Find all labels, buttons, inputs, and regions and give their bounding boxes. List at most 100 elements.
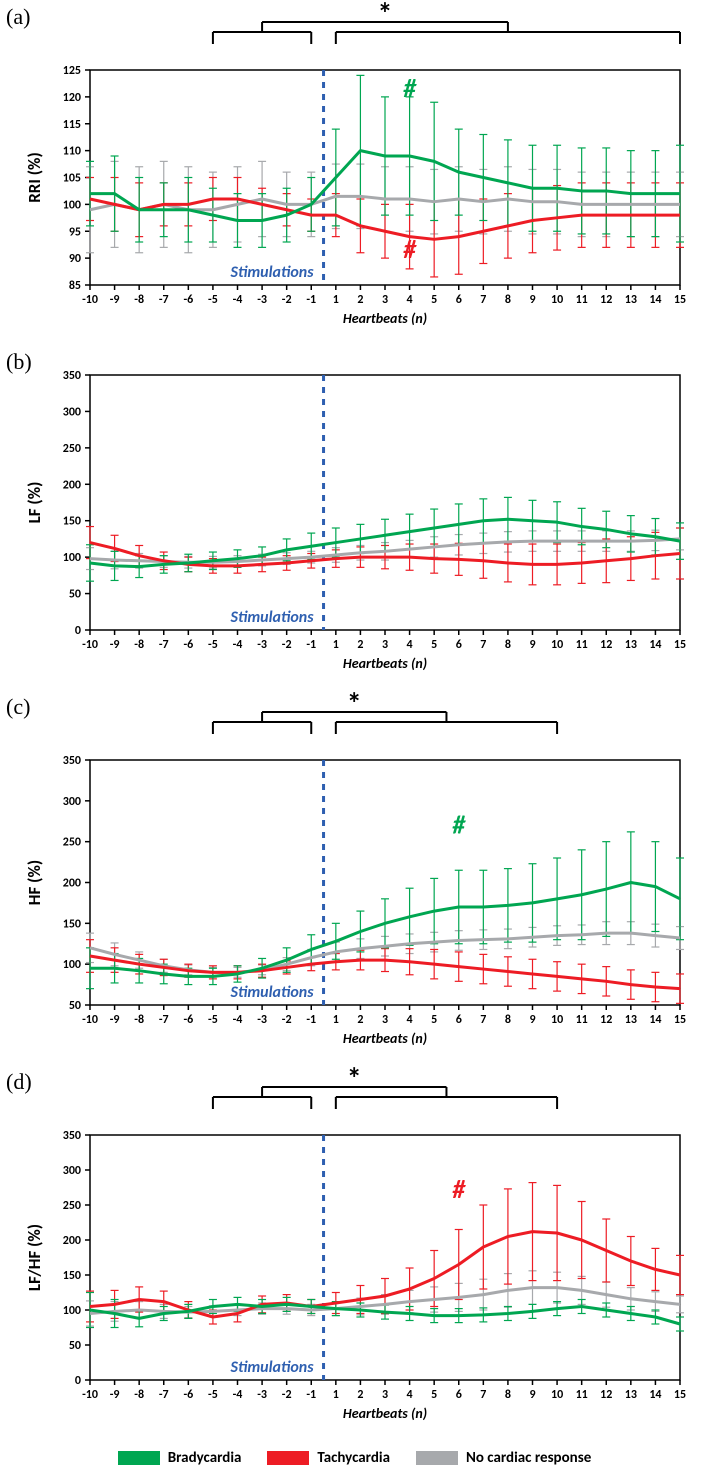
y-tick-label: 0 xyxy=(75,1374,81,1388)
chart-d: 050100150200250300350-10-9-8-7-6-5-4-3-2… xyxy=(0,1065,709,1440)
x-tick-label: 5 xyxy=(431,293,437,307)
x-tick-label: 9 xyxy=(529,1388,535,1402)
x-tick-label: -10 xyxy=(82,1388,98,1402)
x-tick-label: 14 xyxy=(649,1013,661,1027)
x-tick-label: -5 xyxy=(208,293,218,307)
legend-swatch xyxy=(416,1451,458,1465)
x-tick-label: 14 xyxy=(649,1388,661,1402)
x-tick-label: 4 xyxy=(407,638,413,652)
x-tick-label: 7 xyxy=(480,638,486,652)
x-tick-label: 14 xyxy=(649,293,661,307)
x-tick-label: -4 xyxy=(233,1013,243,1027)
y-tick-label: 90 xyxy=(69,252,81,266)
x-tick-label: 3 xyxy=(382,1388,388,1402)
significance-star: * xyxy=(347,690,362,723)
x-tick-label: 1 xyxy=(333,638,339,652)
x-tick-label: 4 xyxy=(407,293,413,307)
y-tick-label: 200 xyxy=(63,1234,81,1248)
significance-star: * xyxy=(378,0,393,33)
x-tick-label: 15 xyxy=(674,638,686,652)
panel-c: (c)50100150200250300350-10-9-8-7-6-5-4-3… xyxy=(0,690,709,1065)
x-tick-label: 15 xyxy=(674,1388,686,1402)
x-tick-label: -1 xyxy=(306,1388,316,1402)
legend-swatch xyxy=(118,1451,160,1465)
x-tick-label: 2 xyxy=(357,1013,363,1027)
x-tick-label: 12 xyxy=(600,638,612,652)
y-tick-label: 105 xyxy=(63,172,81,186)
x-tick-label: 3 xyxy=(382,293,388,307)
x-tick-label: 10 xyxy=(551,1013,563,1027)
x-tick-label: 1 xyxy=(333,1013,339,1027)
y-tick-label: 300 xyxy=(63,1164,81,1178)
x-tick-label: 2 xyxy=(357,638,363,652)
x-tick-label: 5 xyxy=(431,638,437,652)
y-tick-label: 120 xyxy=(63,91,81,105)
y-axis-label: LF/HF (%) xyxy=(24,1224,45,1291)
significance-star: * xyxy=(347,1065,362,1098)
x-tick-label: -2 xyxy=(282,1388,292,1402)
x-axis-label: Heartbeats (n) xyxy=(343,655,427,672)
y-tick-label: 0 xyxy=(75,624,81,638)
x-tick-label: 9 xyxy=(529,1013,535,1027)
x-tick-label: -8 xyxy=(134,1388,144,1402)
x-tick-label: -4 xyxy=(233,1388,243,1402)
panel-d: (d)050100150200250300350-10-9-8-7-6-5-4-… xyxy=(0,1065,709,1440)
y-axis-label: HF (%) xyxy=(24,860,45,905)
x-tick-label: 7 xyxy=(480,1388,486,1402)
y-tick-label: 350 xyxy=(63,369,81,383)
x-tick-label: 11 xyxy=(576,1013,588,1027)
x-tick-label: -7 xyxy=(159,1013,169,1027)
x-tick-label: -8 xyxy=(134,638,144,652)
x-tick-label: -5 xyxy=(208,1013,218,1027)
y-tick-label: 200 xyxy=(63,478,81,492)
x-tick-label: 9 xyxy=(529,638,535,652)
y-tick-label: 100 xyxy=(63,1304,81,1318)
x-tick-label: -3 xyxy=(257,1013,267,1027)
x-tick-label: -8 xyxy=(134,293,144,307)
y-tick-label: 250 xyxy=(63,1199,81,1213)
multi-panel-figure: (a)859095100105110115120125-10-9-8-7-6-5… xyxy=(0,0,709,1476)
x-tick-label: -6 xyxy=(183,293,193,307)
x-tick-label: -4 xyxy=(233,293,243,307)
y-tick-label: 350 xyxy=(63,754,81,768)
x-tick-label: 5 xyxy=(431,1388,437,1402)
panel-b: (b)050100150200250300350-10-9-8-7-6-5-4-… xyxy=(0,345,709,690)
x-tick-label: 12 xyxy=(600,293,612,307)
series-line-tachycardia xyxy=(90,956,680,989)
x-tick-label: 3 xyxy=(382,638,388,652)
x-tick-label: 12 xyxy=(600,1013,612,1027)
x-axis-label: Heartbeats (n) xyxy=(343,310,427,327)
y-tick-label: 110 xyxy=(63,145,81,159)
y-tick-label: 125 xyxy=(63,64,81,78)
x-tick-label: -5 xyxy=(208,638,218,652)
chart-c: 50100150200250300350-10-9-8-7-6-5-4-3-2-… xyxy=(0,690,709,1065)
significance-hash: # xyxy=(452,809,466,841)
y-tick-label: 100 xyxy=(63,551,81,565)
x-tick-label: 6 xyxy=(456,1388,462,1402)
significance-hash: # xyxy=(452,1173,466,1205)
y-tick-label: 300 xyxy=(63,405,81,419)
y-tick-label: 200 xyxy=(63,877,81,891)
x-tick-label: -6 xyxy=(183,1013,193,1027)
x-tick-label: -10 xyxy=(82,638,98,652)
chart-a: 859095100105110115120125-10-9-8-7-6-5-4-… xyxy=(0,0,709,345)
x-tick-label: -9 xyxy=(110,1013,120,1027)
x-tick-label: 14 xyxy=(649,638,661,652)
y-tick-label: 350 xyxy=(63,1129,81,1143)
x-tick-label: -3 xyxy=(257,293,267,307)
x-tick-label: -2 xyxy=(282,638,292,652)
y-tick-label: 50 xyxy=(69,999,81,1013)
x-tick-label: 6 xyxy=(456,293,462,307)
x-tick-label: 13 xyxy=(625,1013,637,1027)
x-tick-label: -3 xyxy=(257,638,267,652)
x-tick-label: 10 xyxy=(551,293,563,307)
x-tick-label: 13 xyxy=(625,1388,637,1402)
x-tick-label: -6 xyxy=(183,638,193,652)
x-tick-label: 13 xyxy=(625,638,637,652)
x-tick-label: -9 xyxy=(110,293,120,307)
x-tick-label: -6 xyxy=(183,1388,193,1402)
x-tick-label: -9 xyxy=(110,638,120,652)
y-axis-label: RRI (%) xyxy=(24,152,45,203)
y-tick-label: 250 xyxy=(63,836,81,850)
x-tick-label: 10 xyxy=(551,638,563,652)
